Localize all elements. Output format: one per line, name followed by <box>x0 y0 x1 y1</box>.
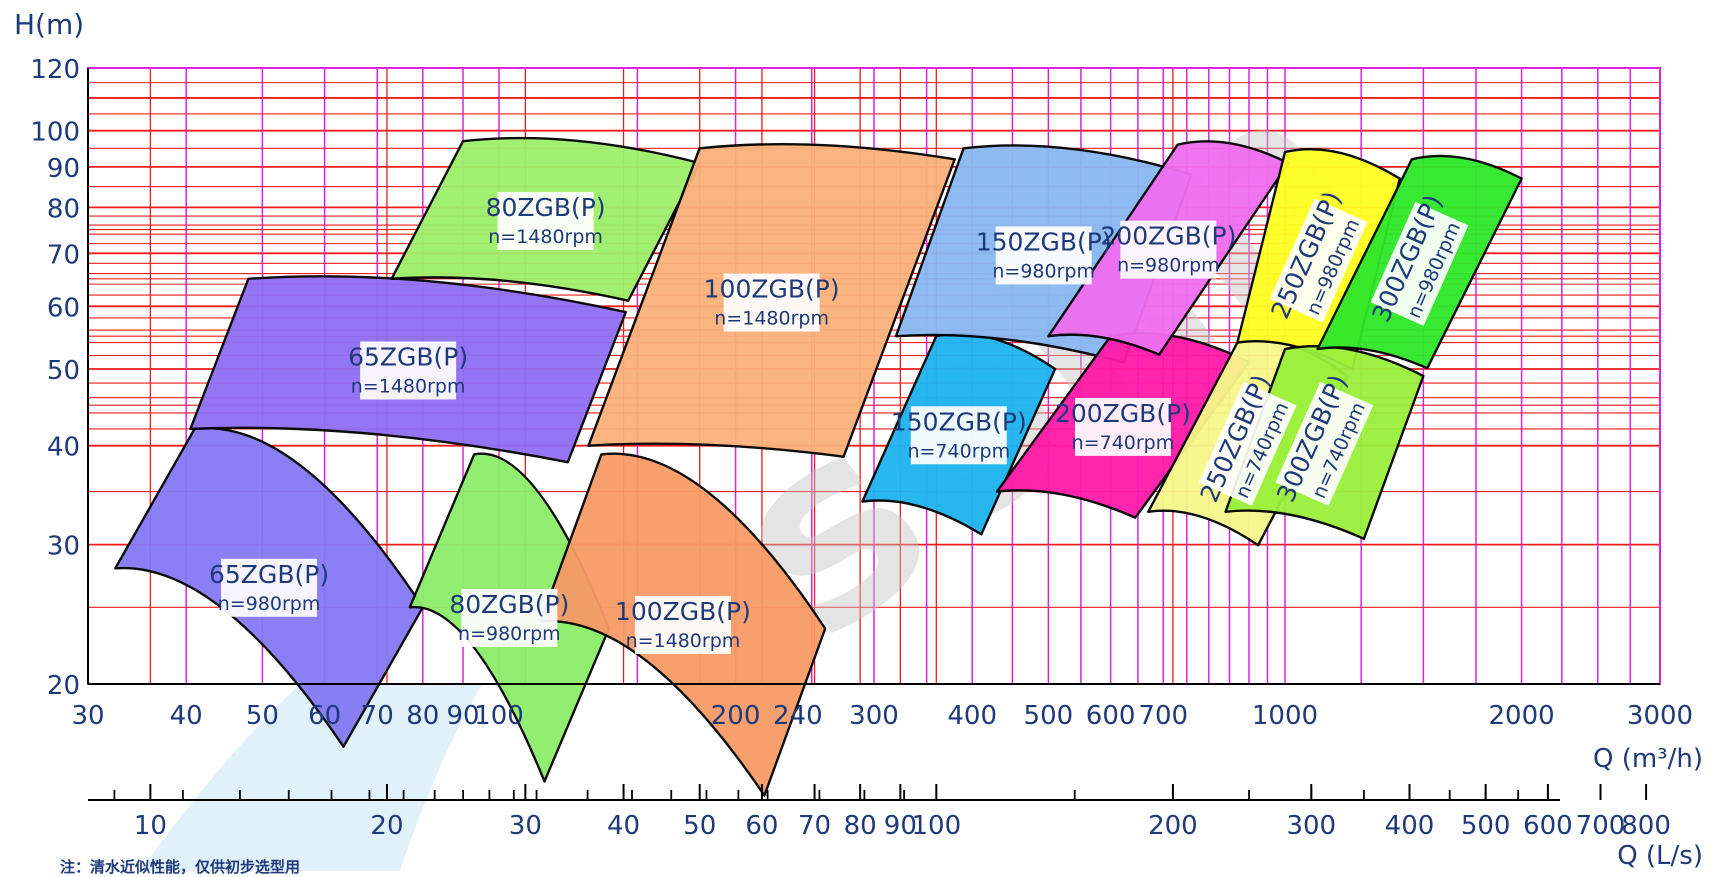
zone-speed: n=1480rpm <box>626 630 741 652</box>
zone-speed: n=1480rpm <box>351 376 466 398</box>
x2-tick-label: 50 <box>683 811 716 841</box>
y-tick-label: 70 <box>47 240 80 270</box>
x2-tick-label: 70 <box>798 811 831 841</box>
zone-label-bg <box>497 191 594 250</box>
x2-tick-label: 100 <box>911 811 961 841</box>
zone-model: 65ZGB(P) <box>348 343 468 372</box>
x2-tick-label: 90 <box>884 811 917 841</box>
x2-tick-label: 60 <box>745 811 778 841</box>
zone-label-bg <box>1269 198 1368 323</box>
zone-label-1: 80ZGB(P) n=980rpm <box>449 588 569 647</box>
zone-label-2: 100ZGB(P) n=1480rpm <box>615 595 751 654</box>
zone-label-bg <box>1370 201 1469 326</box>
x2-tick-label: 700 <box>1576 811 1626 841</box>
x2-tick-label: 10 <box>134 811 167 841</box>
x-tick-label: 500 <box>1024 701 1074 731</box>
zone-label-9: 200ZGB(P) n=980rpm <box>1100 220 1236 279</box>
zone-label-8: 200ZGB(P) n=740rpm <box>1055 397 1191 456</box>
axes: H(m) Q (m³/h) Q (L/s) 203040506070809010… <box>14 8 1703 871</box>
zone-label-5: 100ZGB(P) n=1480rpm <box>704 273 840 332</box>
zone-model: 65ZGB(P) <box>209 560 329 589</box>
x-tick-label: 40 <box>170 701 203 731</box>
zone-label-bg <box>461 588 558 647</box>
zone-model: 200ZGB(P) <box>1100 222 1236 251</box>
zone-speed: n=980rpm <box>218 593 321 615</box>
x-tick-label: 200 <box>711 701 761 731</box>
zone-speed: n=1480rpm <box>488 226 603 248</box>
zone-speed: n=980rpm <box>458 623 561 645</box>
y-tick-label: 50 <box>47 356 80 386</box>
zone-speed: n=1480rpm <box>714 308 829 330</box>
zone-label-bg <box>1074 397 1171 456</box>
x2-tick-label: 500 <box>1461 811 1511 841</box>
y-tick-label: 60 <box>47 293 80 323</box>
zone-label-4: 80ZGB(P) n=1480rpm <box>486 191 606 250</box>
x-tick-label: 240 <box>773 701 823 731</box>
zone-label-7: 150ZGB(P) n=980rpm <box>976 226 1112 285</box>
x-tick-label: 80 <box>406 701 439 731</box>
y-tick-label: 80 <box>47 194 80 224</box>
x-tick-label: 700 <box>1138 701 1188 731</box>
zone-label-bg <box>360 341 457 400</box>
x2-tick-label: 600 <box>1523 811 1573 841</box>
x2-tick-label: 300 <box>1286 811 1336 841</box>
zone-model: 80ZGB(P) <box>449 590 569 619</box>
x2-tick-label: 800 <box>1621 811 1671 841</box>
zone-label-6: 150ZGB(P) n=740rpm <box>891 406 1027 465</box>
zone-label-bg <box>910 406 1007 465</box>
x2-tick-label: 40 <box>607 811 640 841</box>
zone-model: 150ZGB(P) <box>891 407 1027 436</box>
y-tick-label: 20 <box>47 671 80 701</box>
zone-label-bg <box>995 226 1092 285</box>
y-tick-label: 30 <box>47 532 80 562</box>
zone-label-bg <box>221 558 318 617</box>
x-tick-label: 1000 <box>1252 701 1318 731</box>
zone-speed: n=980rpm <box>1117 255 1220 277</box>
zone-label-bg <box>723 273 820 332</box>
x2-tick-label: 400 <box>1385 811 1435 841</box>
x2-tick-label: 20 <box>370 811 403 841</box>
x2-tick-label: 80 <box>844 811 877 841</box>
x-tick-label: 70 <box>361 701 394 731</box>
zone-model: 100ZGB(P) <box>615 597 751 626</box>
x-tick-label: 400 <box>947 701 997 731</box>
x2-axis-label: Q (L/s) <box>1617 841 1703 871</box>
x-tick-label: 50 <box>246 701 279 731</box>
zone-speed: n=980rpm <box>992 260 1095 282</box>
zone-label-bg <box>1198 381 1297 506</box>
x-tick-label: 100 <box>474 701 524 731</box>
x-tick-label: 30 <box>71 701 104 731</box>
x2-tick-label: 200 <box>1148 811 1198 841</box>
zone-label-bg <box>634 595 731 654</box>
x-tick-label: 600 <box>1086 701 1136 731</box>
zone-model: 200ZGB(P) <box>1055 399 1191 428</box>
zone-model: 80ZGB(P) <box>486 193 606 222</box>
x-tick-label: 90 <box>446 701 479 731</box>
zone-label-0: 65ZGB(P) n=980rpm <box>209 558 329 617</box>
y-tick-label: 40 <box>47 433 80 463</box>
zone-label-3: 65ZGB(P) n=1480rpm <box>348 341 468 400</box>
x-tick-label: 2000 <box>1489 701 1555 731</box>
zone-label-bg <box>1120 220 1217 279</box>
x2-tick-label: 30 <box>509 811 542 841</box>
y-tick-label: 120 <box>30 55 80 85</box>
zone-speed: n=740rpm <box>1072 432 1175 454</box>
x-tick-label: 60 <box>308 701 341 731</box>
y-tick-label: 100 <box>30 118 80 148</box>
y-axis-label: H(m) <box>14 8 84 41</box>
footnote: 注：清水近似性能，仅供初步选型用 <box>60 858 301 876</box>
zone-model: 100ZGB(P) <box>704 275 840 304</box>
zone-model: 150ZGB(P) <box>976 227 1112 256</box>
zone-label-bg <box>1275 381 1374 506</box>
y-tick-label: 90 <box>47 154 80 184</box>
x-axis-label: Q (m³/h) <box>1593 744 1703 774</box>
x-tick-label: 3000 <box>1627 701 1693 731</box>
zone-speed: n=740rpm <box>907 440 1010 462</box>
x-tick-label: 300 <box>849 701 899 731</box>
